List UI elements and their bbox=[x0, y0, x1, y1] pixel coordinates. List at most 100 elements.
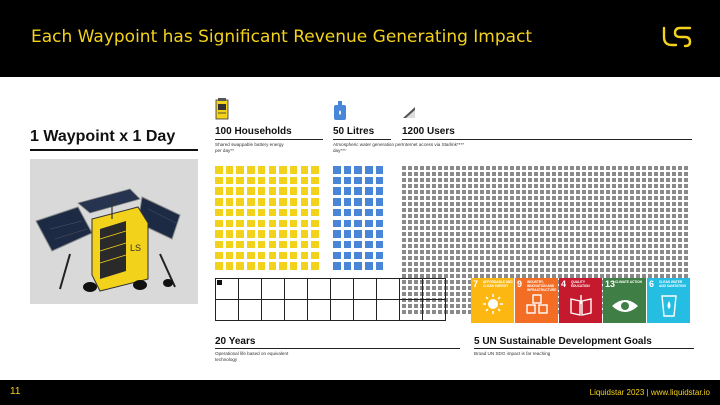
user-unit bbox=[546, 166, 550, 170]
user-unit bbox=[528, 184, 532, 188]
user-unit bbox=[408, 172, 412, 176]
user-unit bbox=[648, 214, 652, 218]
user-unit bbox=[624, 220, 628, 224]
user-unit bbox=[552, 250, 556, 254]
user-unit bbox=[408, 238, 412, 242]
user-unit bbox=[594, 232, 598, 236]
user-unit bbox=[444, 178, 448, 182]
user-unit bbox=[558, 262, 562, 266]
user-unit bbox=[468, 208, 472, 212]
user-unit bbox=[534, 262, 538, 266]
user-unit bbox=[486, 190, 490, 194]
year-cell bbox=[422, 299, 446, 321]
user-unit bbox=[432, 280, 436, 284]
user-unit bbox=[660, 178, 664, 182]
user-unit bbox=[456, 298, 460, 302]
user-unit bbox=[600, 190, 604, 194]
user-unit bbox=[468, 250, 472, 254]
user-unit bbox=[576, 256, 580, 260]
user-unit bbox=[588, 208, 592, 212]
user-unit bbox=[642, 226, 646, 230]
household-unit bbox=[289, 251, 298, 260]
household-unit bbox=[247, 187, 255, 195]
user-unit bbox=[684, 220, 688, 224]
user-unit bbox=[582, 274, 586, 278]
user-unit bbox=[504, 256, 508, 260]
user-unit bbox=[594, 184, 598, 188]
user-unit bbox=[414, 238, 418, 242]
user-unit bbox=[618, 208, 622, 212]
user-unit bbox=[642, 220, 646, 224]
user-unit bbox=[534, 220, 538, 224]
household-unit bbox=[279, 240, 287, 249]
user-unit bbox=[450, 190, 454, 194]
sdg-label: AFFORDABLE AND CLEAN ENERGY bbox=[483, 280, 513, 288]
user-unit bbox=[558, 220, 562, 224]
user-unit bbox=[636, 220, 640, 224]
user-unit bbox=[462, 268, 466, 272]
user-unit bbox=[540, 226, 544, 230]
litre-unit bbox=[354, 230, 362, 238]
litre-unit bbox=[365, 219, 373, 227]
user-unit bbox=[678, 166, 682, 170]
user-unit bbox=[612, 202, 616, 206]
user-unit bbox=[432, 256, 436, 260]
user-unit bbox=[486, 250, 490, 254]
user-unit bbox=[606, 214, 610, 218]
user-unit bbox=[516, 256, 520, 260]
user-unit bbox=[504, 190, 508, 194]
user-unit bbox=[618, 214, 622, 218]
user-unit bbox=[684, 232, 688, 236]
user-unit bbox=[426, 286, 430, 290]
user-unit bbox=[528, 238, 532, 242]
user-unit bbox=[504, 268, 508, 272]
user-unit bbox=[426, 256, 430, 260]
user-unit bbox=[444, 250, 448, 254]
user-unit bbox=[642, 196, 646, 200]
user-unit bbox=[564, 250, 568, 254]
user-unit bbox=[522, 244, 526, 248]
user-unit bbox=[492, 232, 496, 236]
user-unit bbox=[510, 238, 514, 242]
user-unit bbox=[630, 226, 634, 230]
user-unit bbox=[588, 244, 592, 248]
user-unit bbox=[468, 166, 472, 170]
user-unit bbox=[678, 268, 682, 272]
user-unit bbox=[582, 166, 586, 170]
household-unit bbox=[225, 240, 234, 249]
user-unit bbox=[456, 184, 460, 188]
user-unit bbox=[420, 244, 424, 248]
user-unit bbox=[498, 196, 502, 200]
user-unit bbox=[636, 184, 640, 188]
user-unit bbox=[474, 244, 478, 248]
user-unit bbox=[636, 208, 640, 212]
user-unit bbox=[648, 250, 652, 254]
user-unit bbox=[624, 244, 628, 248]
user-unit bbox=[594, 250, 598, 254]
household-unit bbox=[268, 240, 276, 249]
user-unit bbox=[462, 310, 466, 314]
user-unit bbox=[552, 262, 556, 266]
user-unit bbox=[588, 256, 592, 260]
user-unit bbox=[660, 190, 664, 194]
user-unit bbox=[438, 214, 442, 218]
user-unit bbox=[414, 292, 418, 296]
user-unit bbox=[456, 280, 460, 284]
user-unit bbox=[528, 244, 532, 248]
litre-unit bbox=[333, 262, 341, 270]
user-unit bbox=[498, 202, 502, 206]
litre-unit bbox=[375, 240, 384, 249]
user-unit bbox=[468, 232, 472, 236]
user-unit bbox=[402, 202, 406, 206]
user-unit bbox=[600, 274, 604, 278]
user-unit bbox=[612, 178, 616, 182]
user-unit bbox=[564, 220, 568, 224]
user-unit bbox=[516, 268, 520, 272]
user-unit bbox=[570, 274, 574, 278]
household-unit bbox=[289, 219, 298, 227]
user-unit bbox=[438, 256, 442, 260]
user-unit bbox=[522, 232, 526, 236]
household-unit bbox=[236, 176, 244, 185]
user-unit bbox=[492, 190, 496, 194]
user-unit bbox=[498, 166, 502, 170]
